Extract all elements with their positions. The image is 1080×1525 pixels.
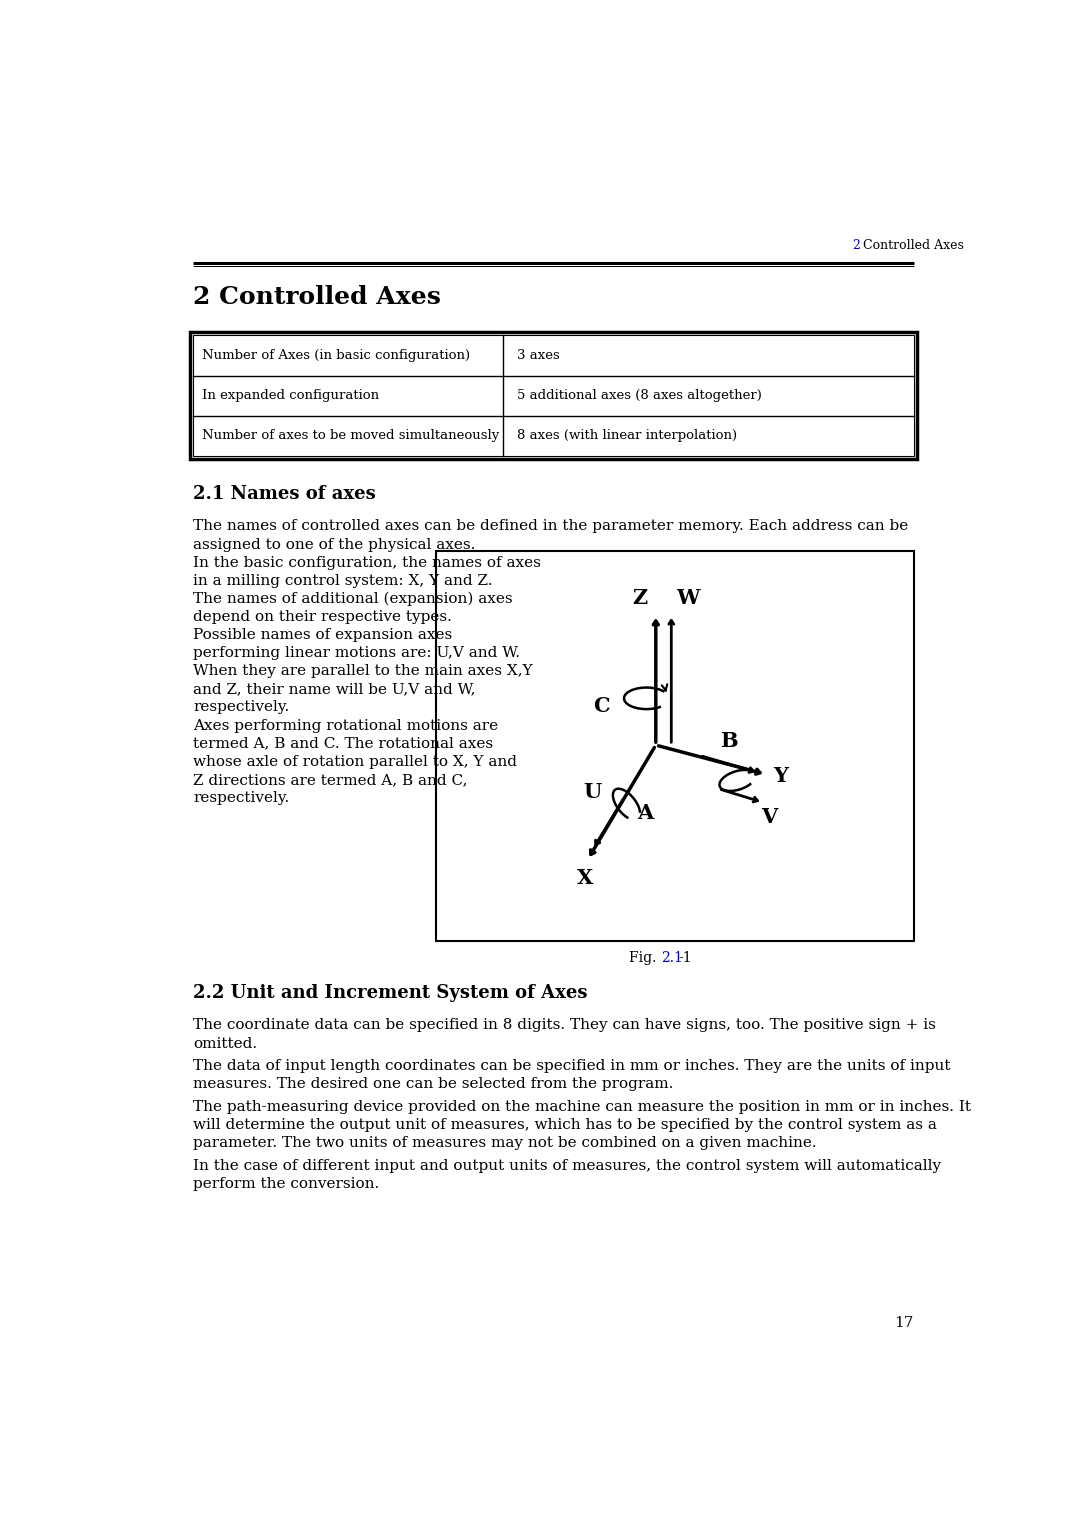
Text: respectively.: respectively. xyxy=(193,700,289,714)
Text: Fig.: Fig. xyxy=(629,950,661,965)
Text: The coordinate data can be specified in 8 digits. They can have signs, too. The : The coordinate data can be specified in … xyxy=(193,1019,936,1032)
Text: Z directions are termed A, B and C,: Z directions are termed A, B and C, xyxy=(193,773,468,787)
Text: 5 additional axes (8 axes altogether): 5 additional axes (8 axes altogether) xyxy=(517,389,762,403)
Text: B: B xyxy=(720,732,738,752)
Text: Possible names of expansion axes: Possible names of expansion axes xyxy=(193,628,453,642)
Text: Controlled Axes: Controlled Axes xyxy=(859,239,963,252)
Text: in a milling control system: X, Y and Z.: in a milling control system: X, Y and Z. xyxy=(193,573,492,587)
Text: 2 Controlled Axes: 2 Controlled Axes xyxy=(193,285,441,308)
Text: U: U xyxy=(583,782,602,802)
Text: Number of Axes (in basic configuration): Number of Axes (in basic configuration) xyxy=(202,349,471,361)
Text: termed A, B and C. The rotational axes: termed A, B and C. The rotational axes xyxy=(193,737,494,750)
Text: respectively.: respectively. xyxy=(193,791,289,805)
Text: In the basic configuration, the names of axes: In the basic configuration, the names of… xyxy=(193,555,541,570)
Text: 17: 17 xyxy=(894,1316,914,1330)
Text: The path-measuring device provided on the machine can measure the position in mm: The path-measuring device provided on th… xyxy=(193,1100,971,1115)
Text: measures. The desired one can be selected from the program.: measures. The desired one can be selecte… xyxy=(193,1077,674,1092)
Bar xyxy=(435,551,914,941)
Text: perform the conversion.: perform the conversion. xyxy=(193,1177,379,1191)
Bar xyxy=(190,332,917,459)
Text: In the case of different input and output units of measures, the control system : In the case of different input and outpu… xyxy=(193,1159,942,1173)
Text: assigned to one of the physical axes.: assigned to one of the physical axes. xyxy=(193,538,475,552)
Text: performing linear motions are: U,V and W.: performing linear motions are: U,V and W… xyxy=(193,647,521,660)
Text: 2.1 Names of axes: 2.1 Names of axes xyxy=(193,485,376,503)
Text: 2.2 Unit and Increment System of Axes: 2.2 Unit and Increment System of Axes xyxy=(193,984,588,1002)
Text: parameter. The two units of measures may not be combined on a given machine.: parameter. The two units of measures may… xyxy=(193,1136,816,1150)
Text: The data of input length coordinates can be specified in mm or inches. They are : The data of input length coordinates can… xyxy=(193,1060,950,1074)
Text: depend on their respective types.: depend on their respective types. xyxy=(193,610,453,624)
Text: Axes performing rotational motions are: Axes performing rotational motions are xyxy=(193,718,498,732)
Text: will determine the output unit of measures, which has to be specified by the con: will determine the output unit of measur… xyxy=(193,1118,937,1132)
Text: Number of axes to be moved simultaneously: Number of axes to be moved simultaneousl… xyxy=(202,429,500,442)
Text: -1: -1 xyxy=(678,950,691,965)
Text: and Z, their name will be U,V and W,: and Z, their name will be U,V and W, xyxy=(193,682,475,697)
Bar xyxy=(193,336,914,456)
Text: Y: Y xyxy=(773,766,788,787)
Text: The names of controlled axes can be defined in the parameter memory. Each addres: The names of controlled axes can be defi… xyxy=(193,520,908,534)
Text: 3 axes: 3 axes xyxy=(517,349,559,361)
Text: A: A xyxy=(637,802,653,822)
Text: C: C xyxy=(593,695,610,715)
Text: 8 axes (with linear interpolation): 8 axes (with linear interpolation) xyxy=(517,429,738,442)
Text: In expanded configuration: In expanded configuration xyxy=(202,389,379,403)
Text: V: V xyxy=(760,807,777,828)
Text: The names of additional (expansion) axes: The names of additional (expansion) axes xyxy=(193,592,513,607)
Text: W: W xyxy=(676,587,700,608)
Text: Z: Z xyxy=(633,587,648,608)
Text: When they are parallel to the main axes X,Y: When they are parallel to the main axes … xyxy=(193,665,532,679)
Text: 2.1: 2.1 xyxy=(661,950,683,965)
Text: whose axle of rotation parallel to X, Y and: whose axle of rotation parallel to X, Y … xyxy=(193,755,517,769)
Text: 2: 2 xyxy=(852,239,861,252)
Text: X: X xyxy=(577,868,593,888)
Text: omitted.: omitted. xyxy=(193,1037,257,1051)
